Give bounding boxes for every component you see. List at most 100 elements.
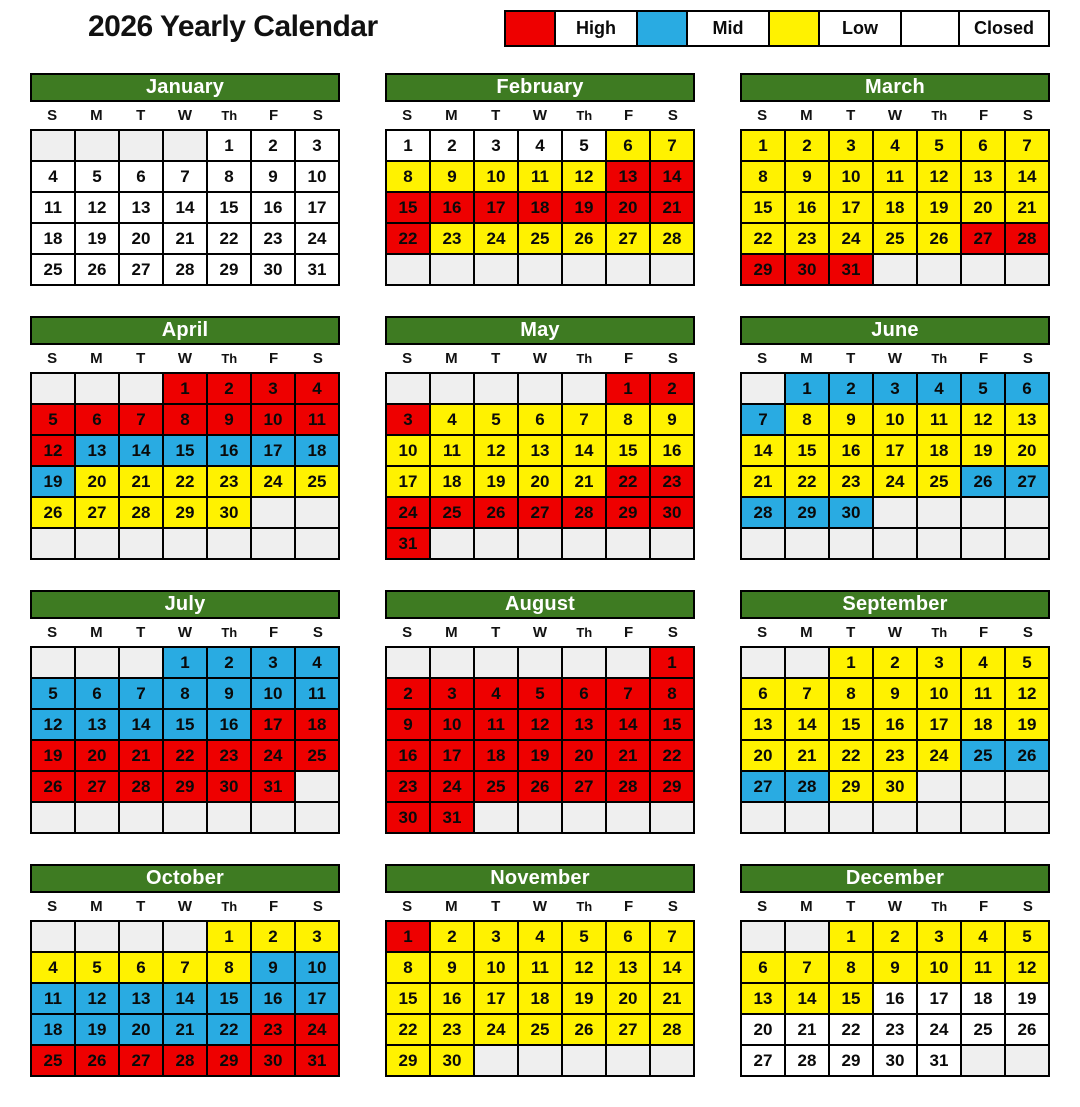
day-cell: 31	[431, 803, 473, 832]
month-title: April	[30, 316, 340, 345]
weekday-header: Th	[576, 625, 593, 640]
empty-cell	[1006, 255, 1048, 284]
day-cell: 14	[651, 953, 693, 982]
day-cell: 27	[1006, 467, 1048, 496]
weekday-header: S	[312, 350, 323, 367]
weekday-header: T	[491, 624, 501, 641]
day-cell: 15	[164, 436, 206, 465]
empty-cell	[208, 529, 250, 558]
empty-cell	[563, 255, 605, 284]
day-cell: 2	[431, 131, 473, 160]
weekday-header: T	[846, 624, 856, 641]
day-cell: 27	[563, 772, 605, 801]
day-cell: 3	[252, 374, 294, 403]
day-cell: 18	[296, 710, 338, 739]
weekday-header: Th	[221, 351, 238, 366]
weekday-header: M	[800, 350, 813, 367]
day-cell: 25	[519, 1015, 561, 1044]
empty-cell	[76, 803, 118, 832]
day-cell: 6	[120, 953, 162, 982]
day-cell: 21	[786, 1015, 828, 1044]
empty-cell	[252, 498, 294, 527]
weekday-header: S	[757, 898, 768, 915]
day-cell: 1	[164, 374, 206, 403]
empty-cell	[252, 803, 294, 832]
day-cell: 30	[830, 498, 872, 527]
day-cell: 25	[32, 255, 74, 284]
weekday-header: S	[757, 624, 768, 641]
weekday-header: M	[445, 350, 458, 367]
empty-cell	[519, 1046, 561, 1075]
weekday-header: T	[846, 350, 856, 367]
weekday-header: W	[532, 107, 548, 124]
weekday-header: W	[887, 350, 903, 367]
month-row-2: April S M T W Th F S 1 2 3 4 5 6 7 8 9 10 11 12 13 14 15 16 17 18…	[30, 316, 1050, 560]
day-cell: 27	[607, 1015, 649, 1044]
weekday-header: T	[136, 350, 146, 367]
empty-cell	[32, 803, 74, 832]
day-cell: 13	[76, 710, 118, 739]
empty-cell	[120, 648, 162, 677]
day-cell: 5	[962, 374, 1004, 403]
day-cell: 3	[918, 922, 960, 951]
weekday-header: M	[90, 350, 103, 367]
day-cell: 22	[830, 1015, 872, 1044]
day-cell: 26	[1006, 1015, 1048, 1044]
day-cell: 4	[962, 922, 1004, 951]
day-cell: 4	[874, 131, 916, 160]
day-cell: 17	[252, 710, 294, 739]
day-cell: 25	[32, 1046, 74, 1075]
weekday-header: W	[887, 107, 903, 124]
empty-cell	[519, 374, 561, 403]
empty-cell	[1006, 498, 1048, 527]
day-cell: 7	[651, 922, 693, 951]
day-cell: 19	[563, 984, 605, 1013]
day-cell: 19	[475, 467, 517, 496]
day-cell: 15	[208, 193, 250, 222]
day-cell: 26	[519, 772, 561, 801]
month-title: November	[385, 864, 695, 893]
day-cell: 19	[563, 193, 605, 222]
day-cell: 4	[475, 679, 517, 708]
empty-cell	[1006, 803, 1048, 832]
empty-cell	[475, 648, 517, 677]
empty-cell	[475, 1046, 517, 1075]
weekday-header: W	[177, 350, 193, 367]
day-cell: 8	[830, 679, 872, 708]
month-title: May	[385, 316, 695, 345]
day-cell: 21	[563, 467, 605, 496]
empty-cell	[607, 255, 649, 284]
day-cell: 22	[786, 467, 828, 496]
weekday-header-row: S M T W Th F S	[740, 102, 1050, 129]
day-cell: 25	[962, 1015, 1004, 1044]
day-cell: 28	[120, 498, 162, 527]
day-cell: 19	[76, 224, 118, 253]
day-cell: 6	[563, 679, 605, 708]
day-cell: 1	[651, 648, 693, 677]
day-cell: 9	[431, 162, 473, 191]
day-cell: 22	[164, 467, 206, 496]
day-cell: 22	[742, 224, 784, 253]
day-cell: 26	[918, 224, 960, 253]
month-december: December S M T W Th F S 1 2 3 4 5 6 7 8 9 10 11 12 13 14 15 16 1…	[740, 864, 1050, 1077]
empty-cell	[252, 529, 294, 558]
empty-cell	[786, 529, 828, 558]
weekday-header: M	[445, 898, 458, 915]
day-cell: 17	[918, 984, 960, 1013]
empty-cell	[120, 131, 162, 160]
day-cell: 11	[32, 193, 74, 222]
day-cell: 19	[32, 741, 74, 770]
weekday-header: Th	[576, 899, 593, 914]
day-cell: 14	[742, 436, 784, 465]
day-cell: 8	[786, 405, 828, 434]
day-cell: 13	[742, 984, 784, 1013]
month-title: March	[740, 73, 1050, 102]
day-grid: 1 2 3 4 5 6 7 8 9 10 11 12 13 14 15 16 17 18 19 20 21 22 23 24 2…	[30, 129, 340, 286]
day-cell: 23	[208, 467, 250, 496]
day-cell: 27	[76, 498, 118, 527]
weekday-header-row: S M T W Th F S	[30, 893, 340, 920]
day-cell: 27	[76, 772, 118, 801]
day-cell: 8	[164, 405, 206, 434]
day-cell: 5	[563, 131, 605, 160]
day-cell: 25	[431, 498, 473, 527]
